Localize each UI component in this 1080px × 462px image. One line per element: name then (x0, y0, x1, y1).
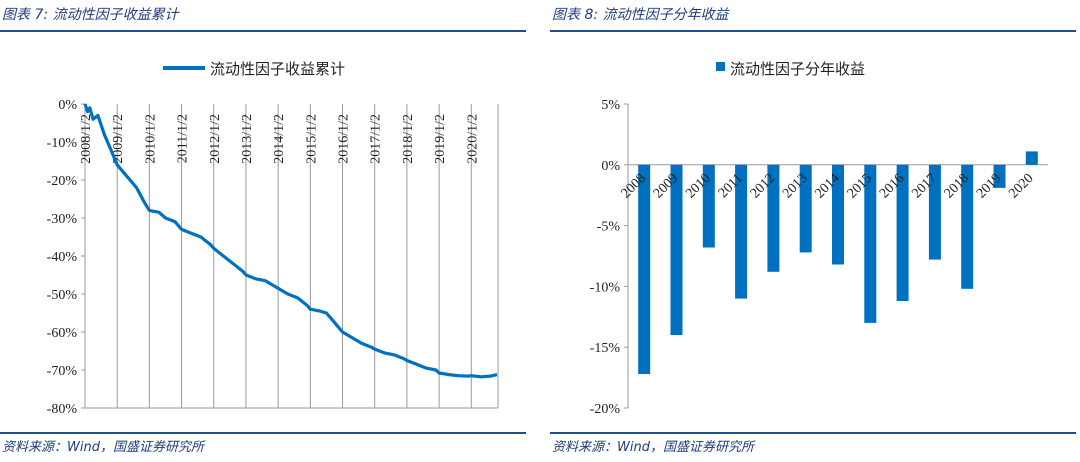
title-rule (550, 30, 1076, 32)
x-tick-label: 2020 (1006, 171, 1036, 201)
bar-2014 (832, 164, 844, 265)
bar-2015 (864, 164, 877, 323)
y-tick-label: -50% (47, 288, 78, 303)
y-tick-label: -80% (47, 402, 78, 417)
x-tick-label: 2015/1/2 (304, 114, 319, 164)
bar-2020 (1025, 151, 1038, 165)
y-tick-label: 0% (601, 159, 620, 174)
bar-2009 (670, 164, 683, 335)
figure-title: 图表 7: 流动性因子收益累计 (2, 7, 179, 23)
bar-2012 (767, 164, 780, 272)
bar-2017 (928, 164, 941, 260)
y-tick-label: -5% (597, 220, 621, 235)
y-tick-label: -15% (590, 341, 621, 356)
legend-swatch (716, 62, 725, 71)
y-tick-label: -20% (590, 402, 621, 417)
x-tick-label: 2014/1/2 (272, 114, 287, 164)
bar-2016 (896, 164, 909, 301)
y-tick-label: -10% (47, 136, 78, 151)
line-chart: 流动性因子收益累计 0% -10% -20% -30% -40% -50% -60% -70% -… (47, 60, 499, 417)
series-line (83, 103, 498, 379)
bar-2010 (702, 164, 715, 248)
source-rule (550, 432, 1076, 434)
figure-source: 资料来源：Wind，国盛证券研究所 (552, 440, 754, 455)
x-tick-label: 2017/1/2 (369, 114, 384, 164)
figure-8: 图表 8: 流动性因子分年收益 流动性因子分年收益 5% 0% -5% -10% -15%… (550, 0, 1080, 462)
y-tick-label: 0% (58, 98, 77, 113)
x-tick-label: 2011/1/2 (176, 114, 191, 163)
y-tick-label: -60% (47, 326, 78, 341)
y-tick-label: -70% (47, 364, 78, 379)
title-rule (0, 30, 526, 32)
x-tick-label: 2009/1/2 (111, 114, 126, 164)
bar-2011 (735, 164, 748, 299)
legend-label: 流动性因子收益累计 (210, 60, 345, 78)
y-tick-label: -20% (47, 174, 78, 189)
x-tick-label: 2012/1/2 (208, 114, 223, 164)
bar-2008 (638, 164, 651, 374)
y-tick-label: -30% (47, 212, 78, 227)
legend-label: 流动性因子分年收益 (730, 60, 865, 78)
x-tick-label: 2013/1/2 (240, 114, 255, 164)
figure-title: 图表 8: 流动性因子分年收益 (552, 7, 729, 23)
source-rule (0, 432, 526, 434)
bar-2019 (993, 164, 1006, 188)
bar-2013 (799, 164, 812, 253)
y-tick-label: -10% (590, 280, 621, 295)
figure-7: 图表 7: 流动性因子收益累计 流动性因子收益累计 0% -10% -20% -30% -… (0, 0, 530, 462)
figure-source: 资料来源：Wind，国盛证券研究所 (2, 440, 204, 455)
bar-2018 (961, 164, 974, 289)
x-tick-label: 2019/1/2 (433, 114, 448, 164)
y-tick-label: -40% (47, 250, 78, 265)
x-tick-label: 2020/1/2 (465, 114, 480, 164)
x-tick-label: 2008/1/2 (79, 114, 94, 164)
x-tick-label: 2010/1/2 (143, 114, 158, 164)
x-tick-label: 2018/1/2 (401, 114, 416, 164)
x-tick-label: 2016/1/2 (337, 114, 352, 164)
y-tick-label: 5% (601, 98, 620, 113)
